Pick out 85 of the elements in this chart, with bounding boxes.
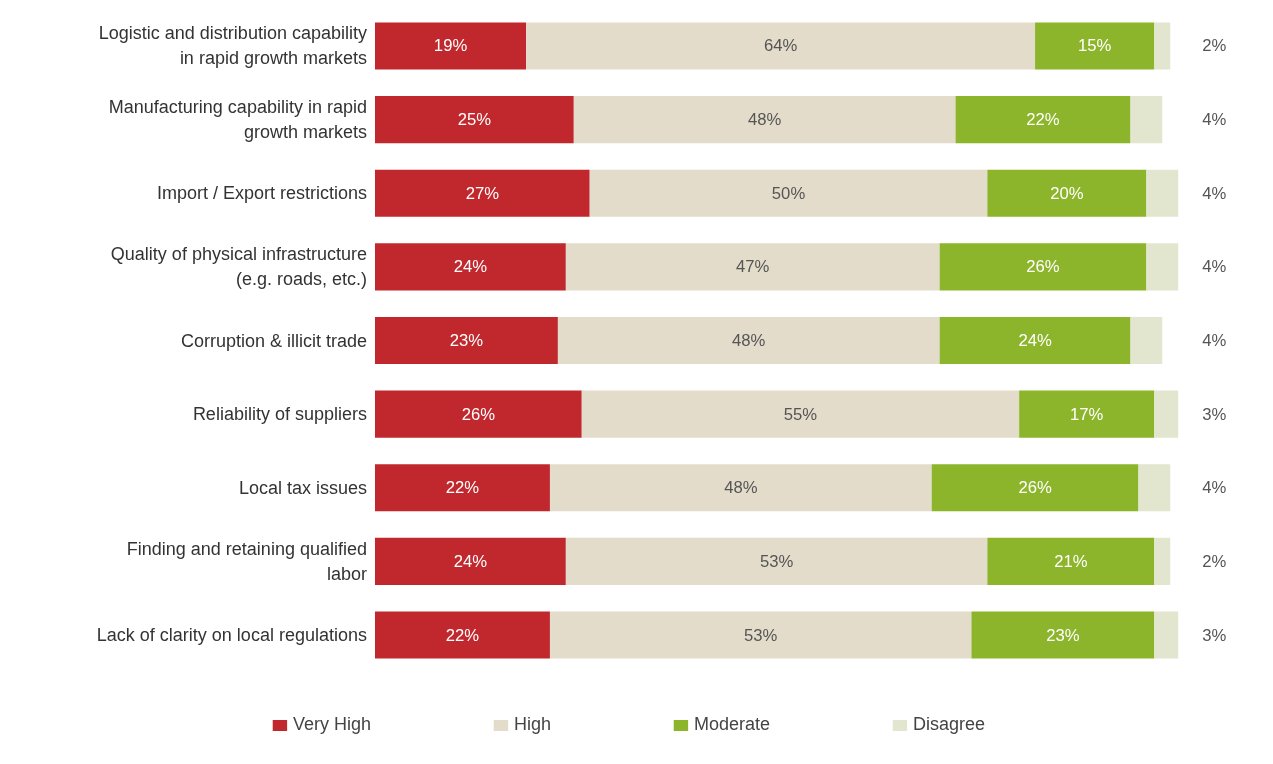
data-label: 26% — [1018, 478, 1052, 498]
data-label: 4% — [1202, 110, 1227, 130]
bar — [573, 96, 956, 144]
data-label: 23% — [449, 331, 484, 351]
bar — [1154, 611, 1179, 659]
data-label: 22% — [1026, 110, 1060, 130]
data-label: 22% — [445, 625, 480, 645]
y-tick-label: Local tax issues — [238, 477, 367, 498]
bar — [1154, 390, 1179, 438]
bar — [1035, 22, 1155, 70]
y-tick-label: Reliability of suppliers — [192, 404, 367, 425]
bar — [557, 316, 940, 365]
bar — [374, 22, 527, 70]
legend-label: Disagree — [913, 714, 986, 735]
y-tick-label: Corruption & illicit trade — [180, 330, 367, 351]
bar — [1138, 464, 1171, 512]
data-label: 26% — [1026, 257, 1060, 277]
bar — [374, 316, 558, 365]
data-label: 24% — [453, 551, 488, 571]
bar — [565, 243, 940, 291]
y-tick-label: Lack of clarity on local regulations — [96, 625, 367, 646]
data-label: 4% — [1202, 183, 1227, 203]
data-label: 21% — [1054, 551, 1088, 571]
data-label: 22% — [445, 478, 480, 498]
data-label: 55% — [783, 404, 818, 424]
bar — [939, 316, 1131, 365]
data-label: 17% — [1070, 404, 1104, 424]
bar — [549, 464, 932, 512]
y-tick-label: Finding and retaining qualified labor — [126, 538, 367, 584]
data-label: 20% — [1050, 183, 1084, 203]
bar — [1019, 390, 1155, 438]
data-label: 25% — [457, 110, 492, 130]
bar — [589, 169, 988, 217]
bar — [1146, 169, 1179, 217]
y-tick-label: Logistic and distribution capability in rapid growth markets — [98, 23, 367, 69]
bar — [1154, 22, 1171, 70]
data-label: 53% — [744, 625, 778, 645]
bar — [971, 611, 1155, 659]
bar — [374, 169, 590, 217]
bar — [374, 464, 550, 512]
data-label: 50% — [771, 183, 806, 203]
bar — [955, 96, 1131, 144]
data-label: 15% — [1078, 36, 1112, 56]
bar — [1146, 243, 1179, 291]
bar — [987, 537, 1155, 585]
data-label: 48% — [748, 110, 782, 130]
data-label: 4% — [1202, 331, 1227, 351]
data-label: 27% — [465, 183, 500, 203]
bar — [374, 611, 550, 659]
data-label: 47% — [736, 257, 770, 277]
y-tick-label: Quality of physical infrastructure (e.g. roads, etc.) — [110, 244, 367, 290]
data-label: 2% — [1202, 551, 1227, 571]
bar — [565, 537, 988, 585]
data-label: 26% — [461, 404, 496, 424]
y-tick-label: Import / Export restrictions — [156, 183, 367, 204]
bar — [581, 390, 1020, 438]
data-label: 2% — [1202, 36, 1227, 56]
bar — [1154, 537, 1171, 585]
data-label: 3% — [1202, 625, 1227, 645]
bar — [374, 537, 566, 585]
bar — [374, 243, 566, 291]
bar — [374, 96, 574, 144]
bar — [526, 22, 1036, 70]
data-label: 4% — [1202, 478, 1227, 498]
y-tick-label: Manufacturing capability in rapid growth markets — [108, 97, 367, 143]
data-label: 19% — [433, 36, 468, 56]
data-label: 48% — [724, 478, 758, 498]
data-label: 64% — [763, 36, 798, 56]
data-label: 4% — [1202, 257, 1227, 277]
legend-label: High — [513, 714, 551, 735]
bar — [1130, 96, 1163, 144]
data-label: 53% — [759, 551, 794, 571]
bar — [1130, 316, 1163, 365]
legend-label: Moderate — [693, 714, 771, 735]
data-label: 23% — [1046, 625, 1080, 645]
data-label: 3% — [1202, 404, 1227, 424]
legend-label: Very High — [292, 714, 371, 735]
bar — [374, 390, 582, 438]
bar — [931, 464, 1139, 512]
data-label: 48% — [732, 331, 766, 351]
data-label: 24% — [453, 257, 488, 277]
bar — [987, 169, 1147, 217]
bar — [549, 611, 972, 659]
bar — [939, 243, 1147, 291]
data-label: 24% — [1018, 331, 1052, 351]
